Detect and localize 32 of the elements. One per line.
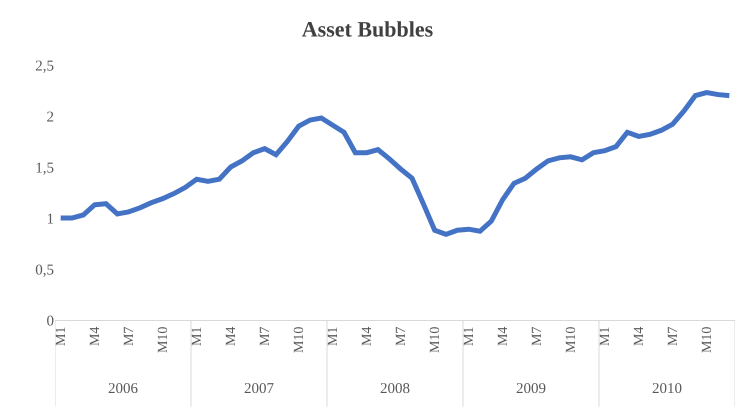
x-tick-label: M1 [462,326,478,346]
x-tick-label: M1 [326,326,342,346]
x-tick-label: M10 [292,326,308,354]
y-tick-label: 0,5 [35,262,54,278]
x-tick-label: M1 [54,326,70,346]
text: 2008 [380,381,410,397]
x-tick-label: M7 [258,326,274,346]
x-tick-label: M10 [564,326,580,354]
x-tick-label: M7 [394,326,410,346]
x-tick-label: M10 [156,326,172,354]
text: 2006 [108,381,138,397]
x-tick-label: M7 [666,326,682,346]
y-tick-label: 1,5 [35,160,54,176]
x-tick-label: M4 [496,326,512,346]
x-tick-label: M7 [122,326,138,346]
x-tick-label: M4 [224,326,240,346]
x-tick-label: M10 [700,326,716,354]
text: 2007 [244,381,274,397]
text: 2010 [652,381,682,397]
x-tick-label: M1 [598,326,614,346]
x-tick-label: M4 [360,326,376,346]
x-tick-label: M10 [428,326,444,354]
y-tick-label: 2,5 [35,58,54,74]
x-tick-label: M4 [88,326,104,346]
x-tick-label: M7 [530,326,546,346]
text: 2009 [516,381,546,397]
x-tick-label: M1 [190,326,206,346]
y-tick-label: 2 [46,109,54,126]
x-tick-label: M4 [632,326,648,346]
chart-title: Asset Bubbles [302,16,434,42]
y-tick-label: 1 [46,211,54,228]
y-tick-label: 0 [46,313,54,330]
